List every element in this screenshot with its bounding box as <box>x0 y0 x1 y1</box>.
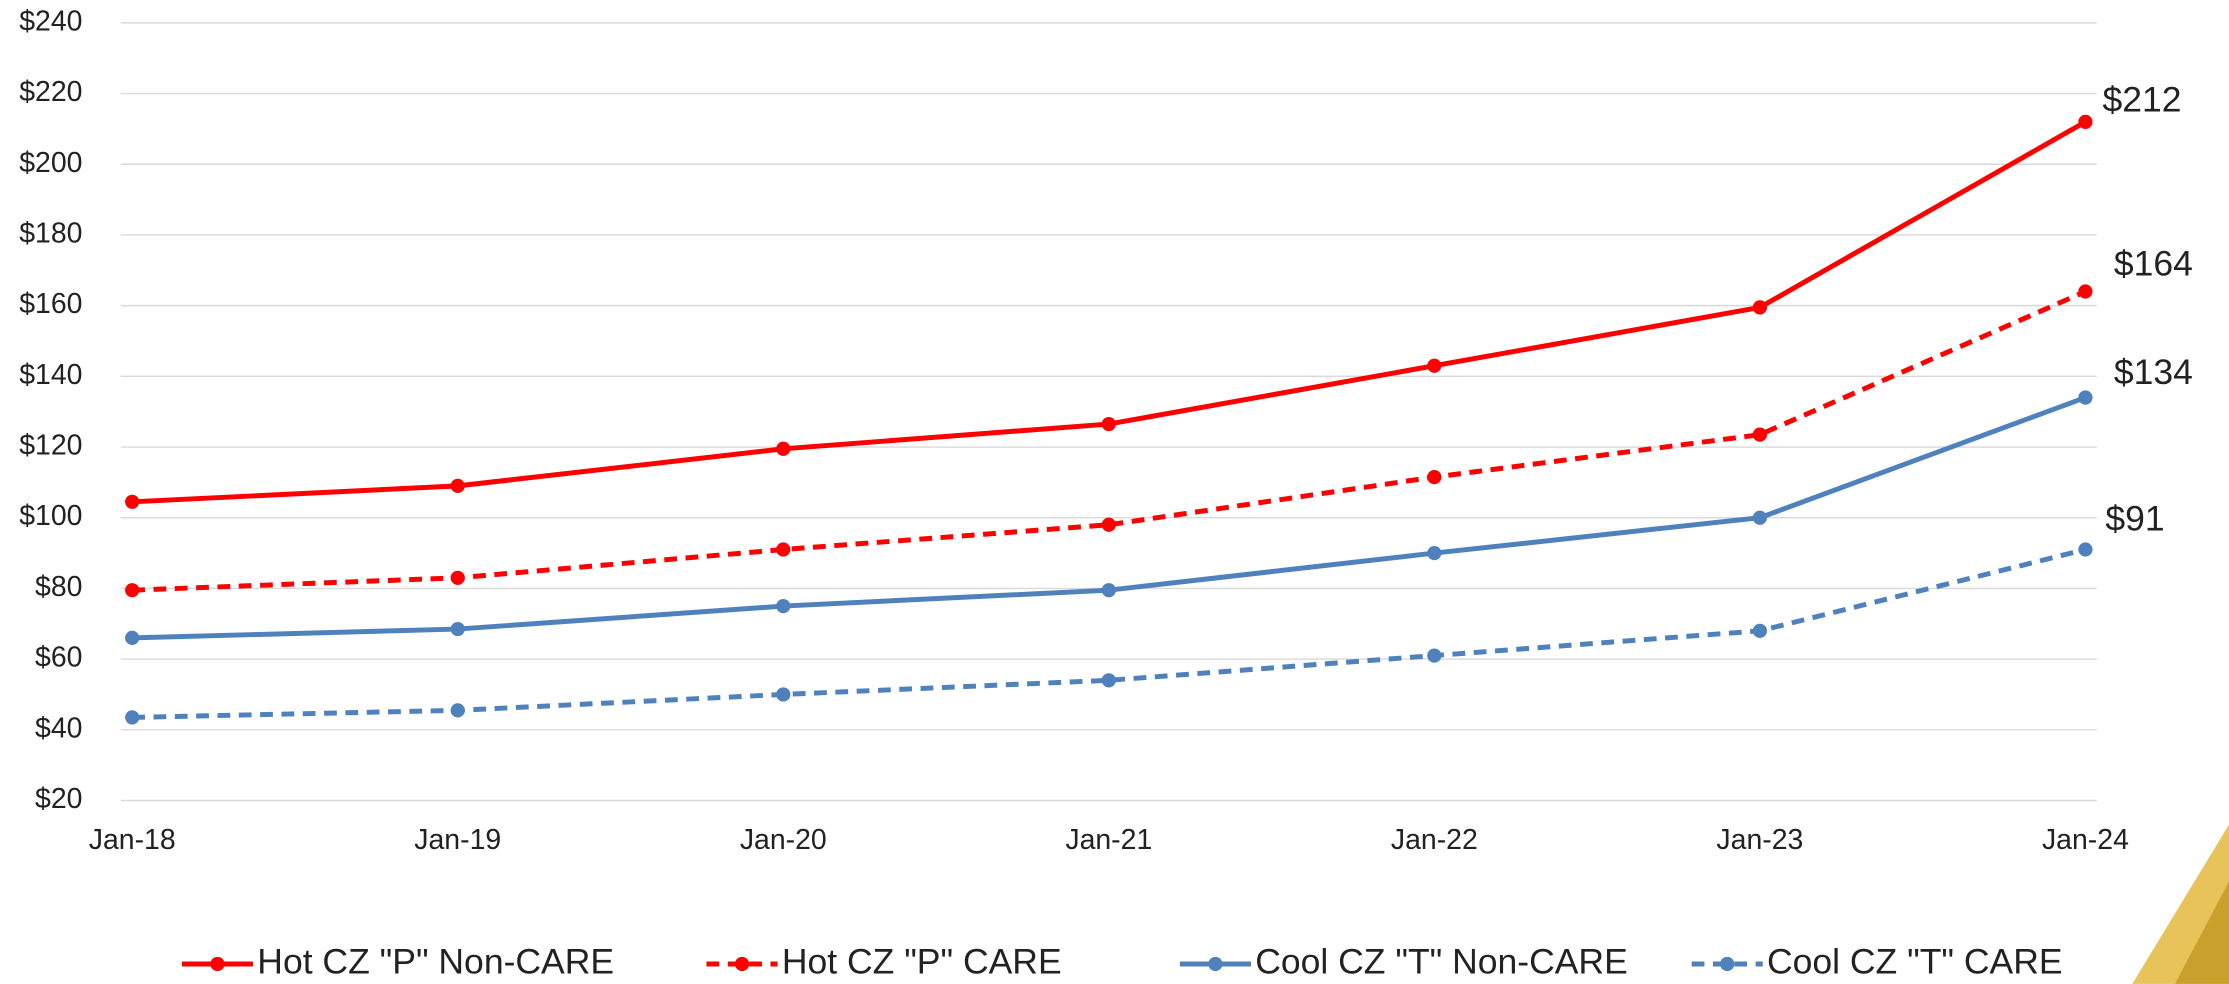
point <box>450 703 465 718</box>
y-tick-label: $40 <box>35 712 82 744</box>
series-line <box>132 547 2087 720</box>
point <box>776 598 791 614</box>
point <box>1427 648 1442 663</box>
point <box>1752 427 1767 442</box>
x-tick-label: Jan-20 <box>740 824 827 856</box>
point <box>2078 390 2093 405</box>
y-tick-label: $180 <box>19 217 82 249</box>
point <box>1101 583 1116 598</box>
point <box>450 570 465 585</box>
y-tick-label: $120 <box>19 430 82 462</box>
data-label: $164 <box>2114 243 2193 283</box>
legend-label: Hot CZ "P" CARE <box>782 941 1062 981</box>
y-tick-label: $80 <box>35 571 82 603</box>
x-tick-label: Jan-22 <box>1391 824 1478 856</box>
point <box>776 542 791 557</box>
legend-label: Cool CZ "T" Non-CARE <box>1255 941 1628 981</box>
point <box>2078 542 2093 557</box>
y-tick-label: $220 <box>19 76 82 108</box>
y-tick-label: $140 <box>19 359 82 391</box>
point <box>1101 673 1116 688</box>
series-line <box>132 119 2087 505</box>
point <box>125 583 140 598</box>
point <box>1752 623 1767 638</box>
y-tick-label: $20 <box>35 783 82 815</box>
data-label: $134 <box>2114 352 2193 392</box>
point <box>1427 358 1442 373</box>
point <box>2078 284 2093 299</box>
x-tick-label: Jan-18 <box>89 824 176 856</box>
point <box>1101 416 1116 432</box>
point <box>776 687 791 702</box>
point <box>125 494 140 509</box>
y-tick-label: $200 <box>19 147 82 179</box>
legend-marker <box>210 956 225 972</box>
series-line <box>132 289 2087 593</box>
point <box>1101 517 1116 532</box>
point <box>450 478 465 494</box>
legend-marker <box>1720 956 1735 972</box>
legend-marker <box>734 956 750 972</box>
x-tick-label: Jan-21 <box>1065 824 1152 856</box>
point <box>125 630 140 645</box>
point <box>1752 300 1767 315</box>
y-tick-label: $240 <box>19 5 82 37</box>
legend-label: Cool CZ "T" CARE <box>1767 941 2063 981</box>
point <box>450 621 465 637</box>
point <box>1427 545 1442 561</box>
data-label: $91 <box>2105 498 2164 538</box>
legend-marker <box>1208 956 1223 972</box>
x-tick-label: Jan-23 <box>1716 824 1803 856</box>
point <box>125 710 140 725</box>
x-tick-label: Jan-24 <box>2042 824 2129 856</box>
y-tick-label: $60 <box>35 642 82 674</box>
point <box>1752 510 1767 525</box>
point <box>776 441 791 456</box>
legend-label: Hot CZ "P" Non-CARE <box>257 941 614 981</box>
point <box>2078 114 2093 129</box>
data-label: $212 <box>2102 79 2181 119</box>
point <box>1427 469 1442 485</box>
y-tick-label: $160 <box>19 288 82 320</box>
x-tick-label: Jan-19 <box>414 824 501 856</box>
y-tick-label: $100 <box>19 500 82 532</box>
